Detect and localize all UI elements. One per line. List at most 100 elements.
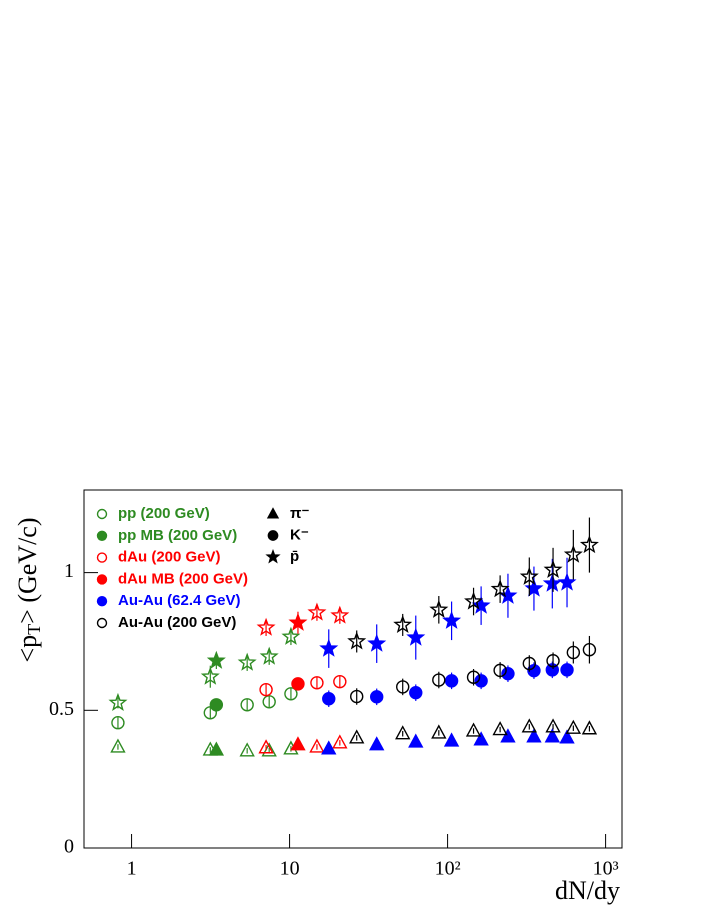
marker-circle [466,670,481,684]
marker-triangle [208,741,225,756]
marker-triangle [369,736,385,751]
marker-star [519,566,539,585]
marker-star [542,573,562,592]
marker-triangle [266,507,280,519]
marker-circle [209,698,224,712]
x-axis-title: dN/dy [555,876,620,905]
marker-circle [333,674,347,689]
marker-star [524,578,544,597]
marker-triangle [408,733,424,748]
marker-circle [501,666,515,681]
marker-triangle [492,721,508,736]
marker-triangle [443,732,460,747]
y-tick-label: 0 [64,836,74,858]
marker-star [265,548,281,564]
marker-circle [432,673,446,687]
legend-label: π⁻ [290,505,309,522]
legend-label: pp (200 GeV) [118,505,210,522]
marker-circle [546,654,560,668]
marker-triangle [526,728,542,743]
marker-circle [560,663,574,677]
marker-star [237,652,257,671]
marker-circle [322,692,336,706]
marker-circle [409,685,423,700]
marker-star [464,591,484,610]
marker-star [367,633,387,652]
marker-circle [493,663,507,678]
legend-label: Au-Au (200 GeV) [118,614,236,631]
marker-circle [96,530,108,541]
legend-label: K⁻ [290,526,309,543]
marker-triangle [431,724,447,739]
marker-circle [370,690,384,704]
marker-star [256,617,276,636]
legend-label: pp MB (200 GeV) [118,527,237,544]
marker-circle [262,695,276,709]
y-axis-title-sub: T [24,624,44,635]
marker-circle [474,674,488,688]
marker-triangle [500,728,516,743]
marker-star [200,666,220,685]
y-tick-label: 1 [64,560,74,582]
marker-star [259,646,279,665]
marker-circle [582,643,597,657]
marker-star [393,614,413,634]
marker-star [206,650,226,669]
marker-star [543,559,563,578]
marker-circle [96,574,108,585]
marker-circle [96,596,108,607]
y-tick-label: 0.5 [49,698,74,720]
marker-circle [96,508,108,520]
marker-circle [240,698,254,712]
marker-star [429,599,449,618]
marker-circle [310,676,324,690]
marker-star [319,638,339,657]
marker-star [557,572,577,591]
y-axis-title: <pT> (GeV/c) [13,517,44,662]
marker-circle [267,530,279,541]
marker-triangle [290,736,306,751]
marker-circle [522,656,537,671]
marker-circle [396,680,410,694]
marker-triangle [332,734,348,749]
marker-star [347,631,367,650]
legend-label: dAu (200 GeV) [118,549,221,566]
marker-triangle [581,720,598,735]
marker-circle [284,687,298,701]
marker-triangle [110,738,126,753]
marker-circle [291,677,305,691]
marker-triangle [559,729,575,744]
marker-star [563,544,583,563]
marker-triangle [473,731,489,746]
marker-star [330,605,350,624]
marker-circle [566,645,581,660]
marker-circle [111,716,125,730]
x-tick-label: 10² [435,858,461,880]
marker-circle [96,617,108,629]
marker-triangle [258,739,274,754]
marker-triangle [321,740,337,755]
marker-triangle [349,729,365,744]
marker-triangle [521,718,537,733]
marker-triangle [395,725,411,740]
marker-triangle [565,719,582,734]
marker-star [490,579,510,598]
marker-circle [259,682,273,697]
marker-star [579,535,599,554]
marker-star [471,595,491,614]
legend-label: p̄ [290,548,299,565]
marker-circle [96,552,108,563]
x-tick-label: 10³ [593,858,619,880]
marker-star [406,627,426,646]
marker-star [108,692,128,711]
marker-triangle [465,722,482,737]
marker-triangle [544,728,560,743]
marker-circle [350,689,364,704]
marker-star [307,602,327,621]
legend-label: Au-Au (62.4 GeV) [118,592,241,609]
marker-star [442,610,462,629]
x-tick-label: 10 [280,858,300,880]
marker-star [281,626,301,645]
marker-circle [444,674,459,688]
